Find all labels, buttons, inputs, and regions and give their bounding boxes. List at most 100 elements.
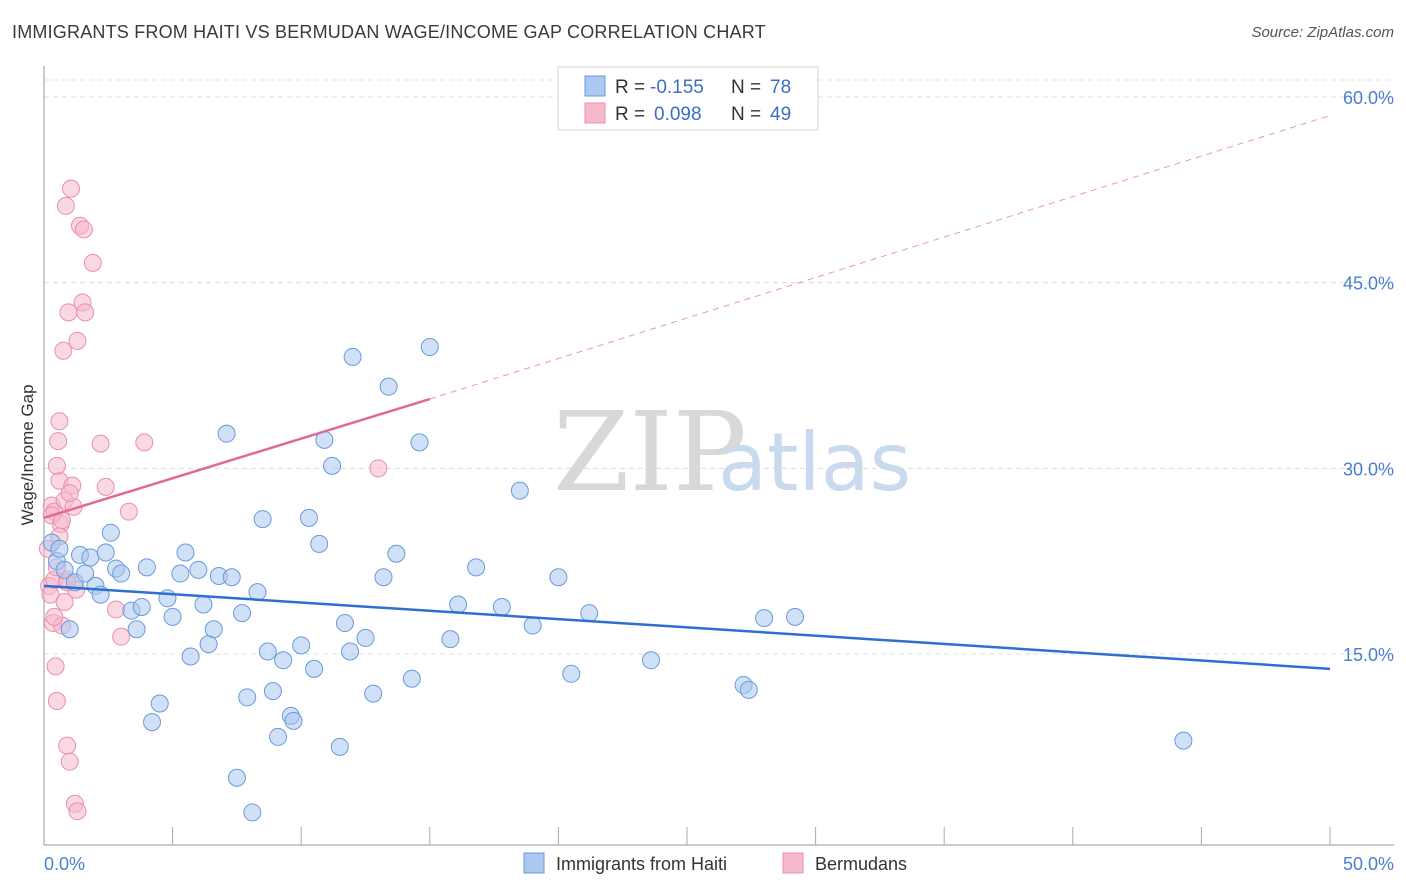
y-axis-label: Wage/Income Gap [18,384,37,525]
haiti-point [217,424,236,443]
haiti-point [274,651,293,670]
bottom-legend-swatch-bermudans [782,852,804,874]
bottom-legend-bermudans: Bermudans [815,854,907,874]
haiti-point [150,694,169,713]
y-tick-label: 15.0% [1343,645,1394,665]
haiti-point [379,377,398,396]
legend-r-label-1: R = [615,77,645,98]
legend-swatch-haiti [584,75,606,97]
haiti-point [96,543,115,562]
haiti-point [580,604,599,623]
haiti-point [420,338,439,357]
bermudans-point [60,752,79,771]
haiti-point [343,347,362,366]
haiti-point [127,620,146,639]
y-tick-label: 45.0% [1343,274,1394,294]
legend-r-value-2: 0.098 [654,104,702,125]
haiti-point [335,614,354,633]
bermudans-point [58,736,77,755]
haiti-point [189,560,208,579]
bermudans-point [55,593,74,612]
legend-r-label-2: R = [615,104,645,125]
bermudans-point [68,331,87,350]
haiti-point [137,558,156,577]
bermudans-point [56,196,75,215]
haiti-point [356,628,375,647]
haiti-point [467,558,486,577]
haiti-point [163,607,182,626]
bermudans-point [107,600,126,619]
haiti-point [562,664,581,683]
bermudans-point [45,607,64,626]
haiti-point [292,636,311,655]
legend-swatch-bermudans [584,102,606,124]
haiti-point [263,682,282,701]
haiti-point [55,560,74,579]
bermudans-point [47,692,66,711]
bermudans-point [74,220,93,239]
haiti-point [786,607,805,626]
legend-n-value-1: 78 [770,77,791,98]
haiti-point [50,539,69,558]
legend-box: R = -0.155 N = 78 R = 0.098 N = 49 [557,66,819,131]
haiti-point [101,523,120,542]
bermudans-point [369,459,388,478]
chart-title: IMMIGRANTS FROM HAITI VS BERMUDAN WAGE/I… [12,22,766,42]
bermudans-point [49,432,68,451]
bermudans-trend-line [43,397,431,520]
haiti-point [243,803,262,822]
haiti-point [253,510,272,529]
bermudans-point [83,253,102,272]
haiti-point [374,568,393,587]
legend-n-label-2: N = [731,104,761,125]
haiti-points [42,338,1193,822]
haiti-point [143,713,162,732]
haiti-point [492,597,511,616]
bermudans-point [47,456,66,475]
x-tick-label-min: 0.0% [44,854,85,874]
haiti-point [641,651,660,670]
haiti-point [204,620,223,639]
haiti-point [523,616,542,635]
trend-lines [43,115,1331,671]
y-tick-label: 30.0% [1343,459,1394,479]
legend-n-value-2: 49 [770,104,791,125]
haiti-point [387,544,406,563]
bermudans-trend-extension [429,115,1331,400]
haiti-point [1174,731,1193,750]
bermudans-point [135,433,154,452]
bermudans-point [59,303,78,322]
bermudans-point [68,802,87,821]
haiti-point [739,680,758,699]
bermudans-point [91,434,110,453]
haiti-trend-line [43,584,1331,671]
haiti-point [510,481,529,500]
haiti-point [269,727,288,746]
haiti-point [364,684,383,703]
bottom-legend: Immigrants from Haiti Bermudans [523,852,907,874]
haiti-point [181,647,200,666]
bermudans-point [54,341,73,360]
haiti-point [194,595,213,614]
bermudans-point [62,179,81,198]
haiti-point [549,568,568,587]
tick-labels: 15.0% 30.0% 45.0% 60.0% 0.0% 50.0% [44,88,1394,874]
haiti-point [310,534,329,553]
bermudans-point [119,502,138,521]
legend-r-value-1: -0.155 [650,77,704,98]
haiti-point [341,642,360,661]
bermudans-point [112,627,131,646]
watermark-atlas: atlas [718,416,911,509]
haiti-point [81,548,100,567]
bottom-legend-haiti: Immigrants from Haiti [556,854,727,874]
haiti-point [112,564,131,583]
axes [43,66,1394,846]
haiti-point [755,609,774,628]
haiti-point [258,642,277,661]
haiti-point [132,597,151,616]
haiti-point [238,688,257,707]
haiti-point [284,711,303,730]
haiti-point [402,669,421,688]
bottom-legend-swatch-haiti [523,852,545,874]
haiti-point [449,595,468,614]
